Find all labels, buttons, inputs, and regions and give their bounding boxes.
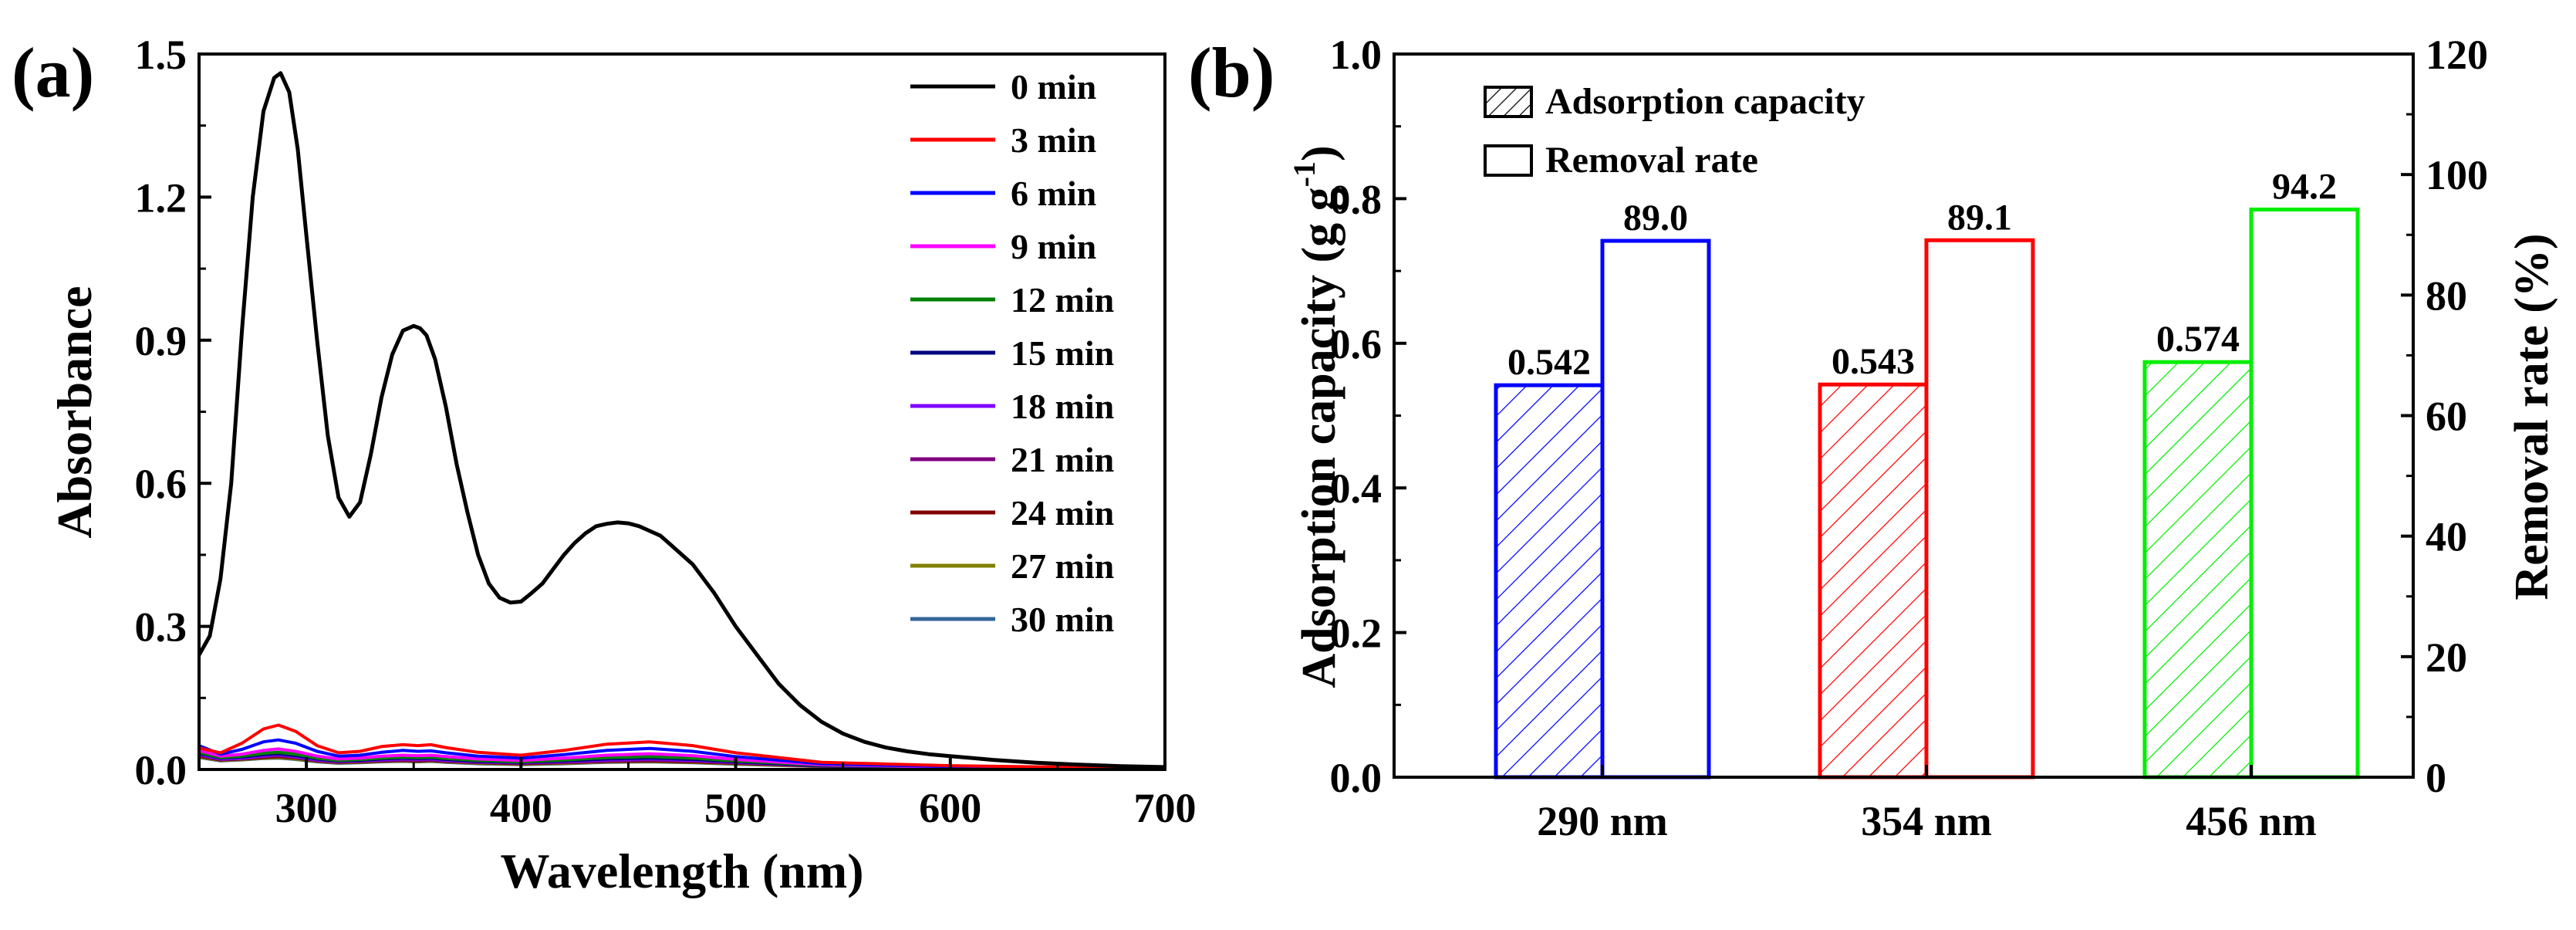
legend-label-24-min: 24 min: [1011, 493, 1114, 533]
y-tick-label-0.6: 0.6: [135, 461, 187, 507]
panel-a-x-ticks: 300 400 500 600 700: [275, 757, 1197, 831]
y-tick-label-0.3: 0.3: [135, 604, 187, 651]
x-tick-label-400: 400: [490, 785, 552, 831]
panel-b-legend: Adsorption capacity Removal rate: [1484, 81, 1865, 181]
panel-b-left-y-axis-title-sup: -1: [1287, 161, 1322, 187]
data-label-adsorption-capacity-354-nm: 0.543: [1832, 341, 1915, 382]
series-line-0-min: [199, 71, 1165, 769]
y-tick-label-1.5: 1.5: [135, 32, 187, 78]
data-label-adsorption-capacity-290-nm: 0.542: [1507, 342, 1591, 383]
y-tick-label-1.2: 1.2: [135, 174, 187, 221]
legend-label-9-min: 9 min: [1011, 227, 1096, 266]
legend-label-6-min: 6 min: [1011, 174, 1096, 213]
panel-a-y-axis-title: Absorbance: [47, 286, 102, 538]
legend-label-0-min: 0 min: [1011, 67, 1096, 107]
x-tick-label-600: 600: [919, 785, 981, 831]
left-y-tick-label-0.4: 0.4: [1330, 465, 1383, 512]
panel-b-right-y-axis-title: Removal rate (%): [2506, 233, 2558, 600]
x-tick-label-354-nm: 354 nm: [1861, 798, 1992, 844]
bar-adsorption-capacity-354-nm: [1818, 382, 1929, 780]
legend-label-12-min: 12 min: [1011, 280, 1114, 320]
bar-removal-rate-354-nm: [1924, 238, 2035, 780]
x-tick-label-290-nm: 290 nm: [1537, 798, 1668, 844]
panel-a-label: (a): [12, 33, 94, 112]
panel-b-right-y-ticks: 0 20 40 60 80 100 120: [2401, 32, 2488, 801]
legend-label-removal-rate: Removal rate: [1545, 140, 1758, 181]
data-label-removal-rate-354-nm: 89.1: [1947, 197, 2012, 238]
panel-b-bars: [1494, 207, 2360, 780]
y-tick-label-0.0: 0.0: [135, 747, 187, 793]
legend-swatch-removal-rate: [1484, 144, 1533, 177]
panel-b-label: (b): [1188, 33, 1274, 112]
panel-a-legend: 0 min 3 min 6 min 9 min 12 min 15 min 18 min 21…: [910, 67, 1114, 639]
y-tick-label-0.9: 0.9: [135, 318, 187, 364]
series-line-3-min: [199, 723, 1165, 769]
right-y-tick-label-40: 40: [2426, 514, 2467, 560]
legend-label-15-min: 15 min: [1011, 333, 1114, 373]
legend-swatch-adsorption-capacity: [1484, 86, 1533, 118]
panel-b-data-labels: 0.542 89.0 0.543 89.1 0.574 94.2: [1507, 166, 2337, 383]
data-label-removal-rate-290-nm: 89.0: [1623, 198, 1688, 238]
panel-b-left-y-axis-title-end: ): [1293, 145, 1345, 161]
panel-b-left-y-axis-title-main: Adsorption capacity (g g: [1293, 187, 1345, 688]
left-y-tick-label-0.2: 0.2: [1330, 610, 1383, 657]
panel-a-series-lines: [199, 71, 1165, 769]
bar-removal-rate-290-nm: [1600, 238, 1711, 780]
panel-a-x-axis-title: Wavelength (nm): [500, 844, 863, 898]
data-label-removal-rate-456-nm: 94.2: [2272, 166, 2337, 207]
panel-b-left-y-axis-title: Adsorption capacity (g g-1): [1287, 145, 1345, 688]
panel-b-x-ticks: 290 nm 354 nm 456 nm: [1537, 765, 2317, 844]
bar-adsorption-capacity-290-nm: [1494, 383, 1605, 780]
panel-a-absorbance-chart: (a) 300 400 500 600 700 0.0 0.3 0.6 0.9 1.2 1.5 W…: [12, 32, 1197, 898]
right-y-tick-label-80: 80: [2426, 272, 2467, 319]
right-y-tick-label-20: 20: [2426, 634, 2467, 681]
panel-a-y-ticks: 0.0 0.3 0.6 0.9 1.2 1.5: [135, 32, 211, 793]
panel-b-left-y-ticks: 0.0 0.2 0.4 0.6 0.8 1.0: [1330, 32, 1406, 801]
right-y-tick-label-60: 60: [2426, 394, 2467, 440]
legend-label-21-min: 21 min: [1011, 440, 1114, 479]
legend-label-adsorption-capacity: Adsorption capacity: [1545, 81, 1865, 122]
right-y-tick-label-0: 0: [2426, 755, 2446, 801]
right-y-tick-label-120: 120: [2426, 32, 2488, 78]
series-line-6-min: [199, 738, 1165, 769]
x-tick-label-700: 700: [1134, 785, 1197, 831]
legend-label-3-min: 3 min: [1011, 120, 1096, 160]
bar-removal-rate-456-nm: [2249, 207, 2360, 780]
left-y-tick-label-0.8: 0.8: [1330, 176, 1383, 222]
x-tick-label-456-nm: 456 nm: [2186, 798, 2317, 844]
bar-adsorption-capacity-456-nm: [2142, 360, 2254, 780]
legend-label-27-min: 27 min: [1011, 546, 1114, 586]
data-label-adsorption-capacity-456-nm: 0.574: [2156, 319, 2240, 360]
left-y-tick-label-1.0: 1.0: [1330, 32, 1383, 78]
right-y-tick-label-100: 100: [2426, 152, 2488, 198]
left-y-tick-label-0.0: 0.0: [1330, 755, 1383, 801]
left-y-tick-label-0.6: 0.6: [1330, 321, 1383, 367]
legend-label-30-min: 30 min: [1011, 600, 1114, 639]
x-tick-label-500: 500: [704, 785, 767, 831]
x-tick-label-300: 300: [275, 785, 338, 831]
legend-label-18-min: 18 min: [1011, 387, 1114, 426]
